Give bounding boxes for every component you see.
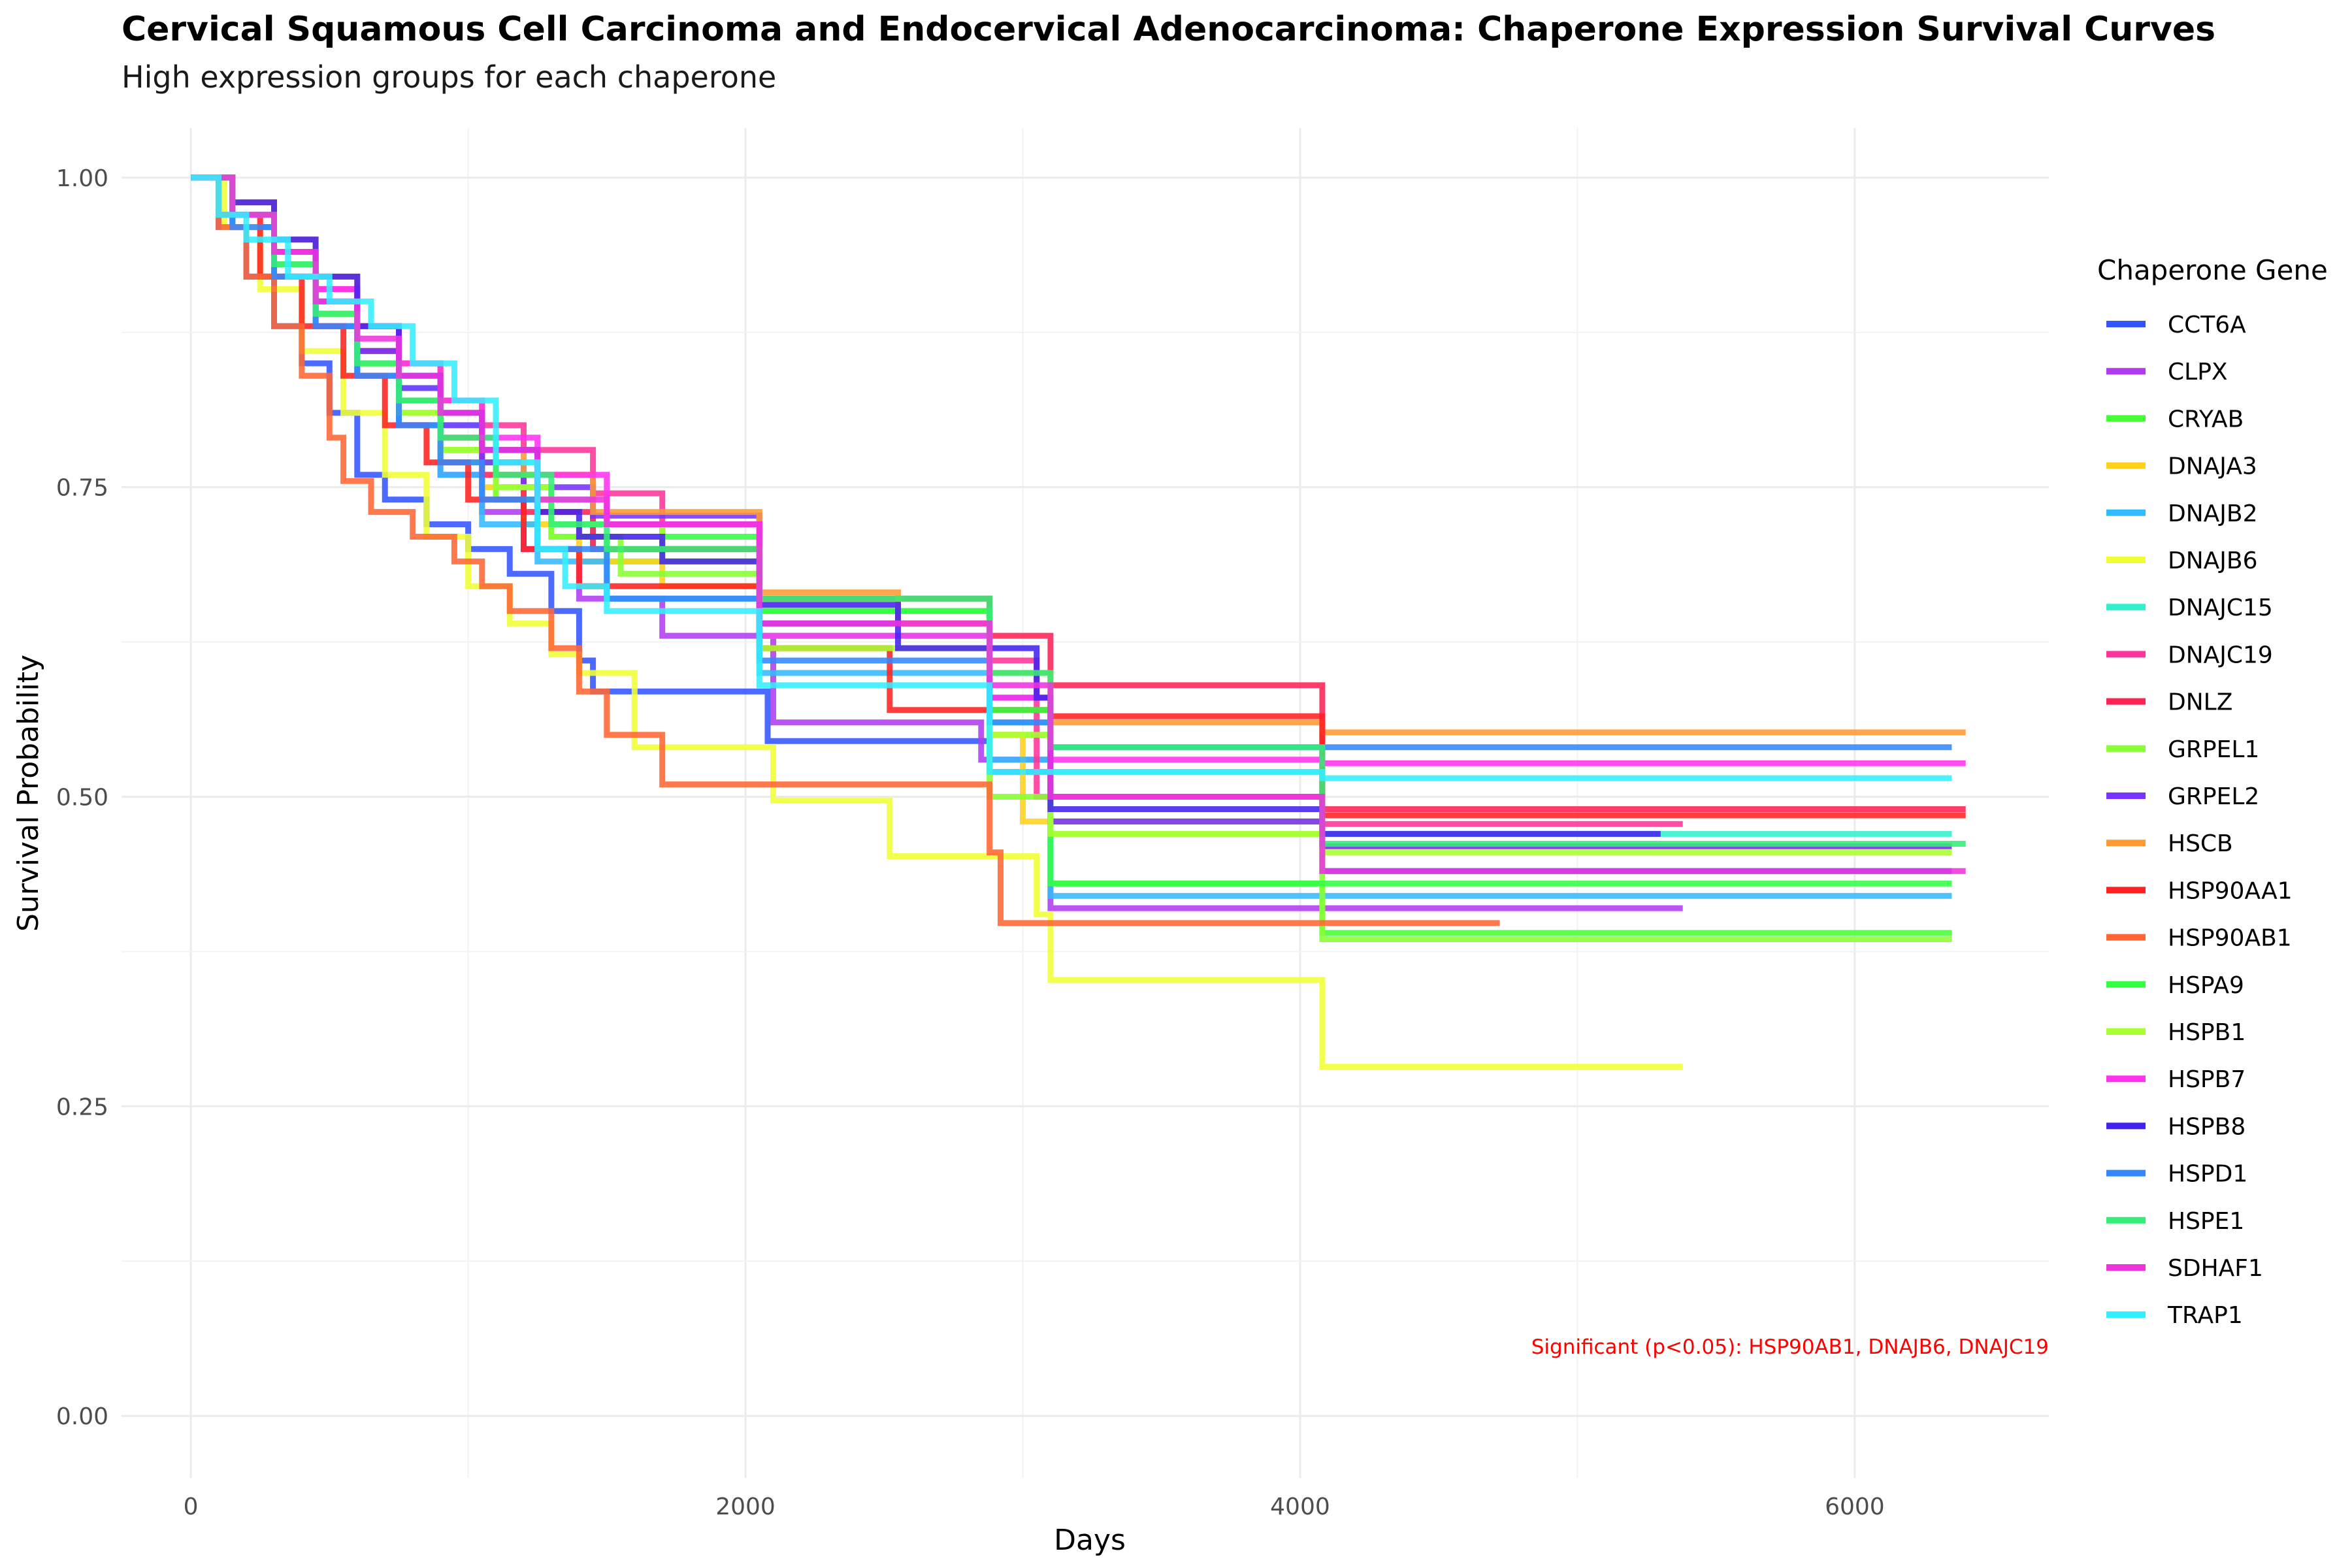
survival-curves	[191, 174, 1966, 1070]
legend-label-grpel2: GRPEL2	[2168, 783, 2259, 810]
y-tick-label: 0.75	[56, 475, 108, 502]
curve-cct6a	[191, 174, 1952, 874]
curve-hspb7	[191, 174, 1966, 766]
y-tick-label: 0.00	[56, 1403, 108, 1430]
grid-lines	[122, 128, 2049, 1478]
legend-label-trap1: TRAP1	[2167, 1302, 2243, 1329]
legend-label-sdhaf1: SDHAF1	[2168, 1255, 2263, 1282]
x-tick-label: 6000	[1825, 1494, 1885, 1520]
legend: CCT6A CLPX CRYAB DNAJA3 DNAJB2 DNAJB6 DNAJC15 D…	[2106, 312, 2293, 1329]
legend-label-hsp90aa1: HSP90AA1	[2168, 877, 2293, 904]
curve-hspb1	[191, 174, 1952, 856]
y-tick-label: 0.25	[56, 1094, 108, 1120]
legend-label-hscb: HSCB	[2168, 830, 2233, 857]
legend-title: Chaperone Gene	[2097, 254, 2328, 286]
legend-label-dnaja3: DNAJA3	[2168, 453, 2257, 480]
curve-trap1	[191, 174, 1952, 781]
legend-label-dnajc19: DNAJC19	[2168, 642, 2273, 668]
chart-subtitle: High expression groups for each chaperon…	[122, 59, 776, 95]
legend-label-dnajb6: DNAJB6	[2168, 547, 2258, 574]
legend-label-cryab: CRYAB	[2168, 406, 2244, 433]
x-axis-title: Days	[1054, 1524, 1126, 1557]
legend-label-hspb1: HSPB1	[2168, 1019, 2246, 1046]
curve-hspd1	[191, 174, 1952, 751]
legend-label-hspb7: HSPB7	[2168, 1066, 2246, 1093]
legend-label-hspb8: HSPB8	[2168, 1113, 2246, 1140]
y-tick-label: 1.00	[56, 165, 108, 192]
legend-label-dnajc15: DNAJC15	[2168, 595, 2273, 621]
significance-annotation: Significant (p<0.05): HSP90AB1, DNAJB6, …	[1531, 1335, 2049, 1359]
legend-label-clpx: CLPX	[2168, 359, 2228, 385]
legend-label-dnajb2: DNAJB2	[2168, 500, 2258, 527]
y-axis-title: Survival Probability	[12, 655, 45, 932]
chart-title: Cervical Squamous Cell Carcinoma and End…	[122, 10, 2215, 49]
curve-hsp90ab1	[191, 174, 1500, 926]
y-tick-label: 0.50	[56, 785, 108, 811]
legend-label-hspd1: HSPD1	[2168, 1161, 2247, 1188]
legend-label-dnlz: DNLZ	[2168, 689, 2232, 716]
x-tick-label: 2000	[715, 1494, 776, 1520]
curve-hspb8	[191, 174, 1661, 837]
legend-label-hspa9: HSPA9	[2168, 972, 2244, 999]
curve-hspe1	[191, 174, 1966, 847]
x-tick-label: 0	[184, 1494, 199, 1520]
curve-clpx	[191, 174, 1683, 911]
legend-label-hsp90ab1: HSP90AB1	[2168, 925, 2292, 952]
x-axis-ticks: 0 2000 4000 6000	[184, 1494, 1885, 1520]
curve-sdhaf1	[191, 174, 1966, 874]
legend-label-cct6a: CCT6A	[2168, 312, 2246, 338]
curve-hscb	[191, 174, 1966, 736]
legend-label-grpel1: GRPEL1	[2168, 736, 2259, 763]
x-tick-label: 4000	[1270, 1494, 1330, 1520]
curve-dnajc15	[191, 174, 1952, 837]
y-axis-ticks: 0.00 0.25 0.50 0.75 1.00	[56, 165, 108, 1430]
legend-label-hspe1: HSPE1	[2168, 1208, 2244, 1235]
